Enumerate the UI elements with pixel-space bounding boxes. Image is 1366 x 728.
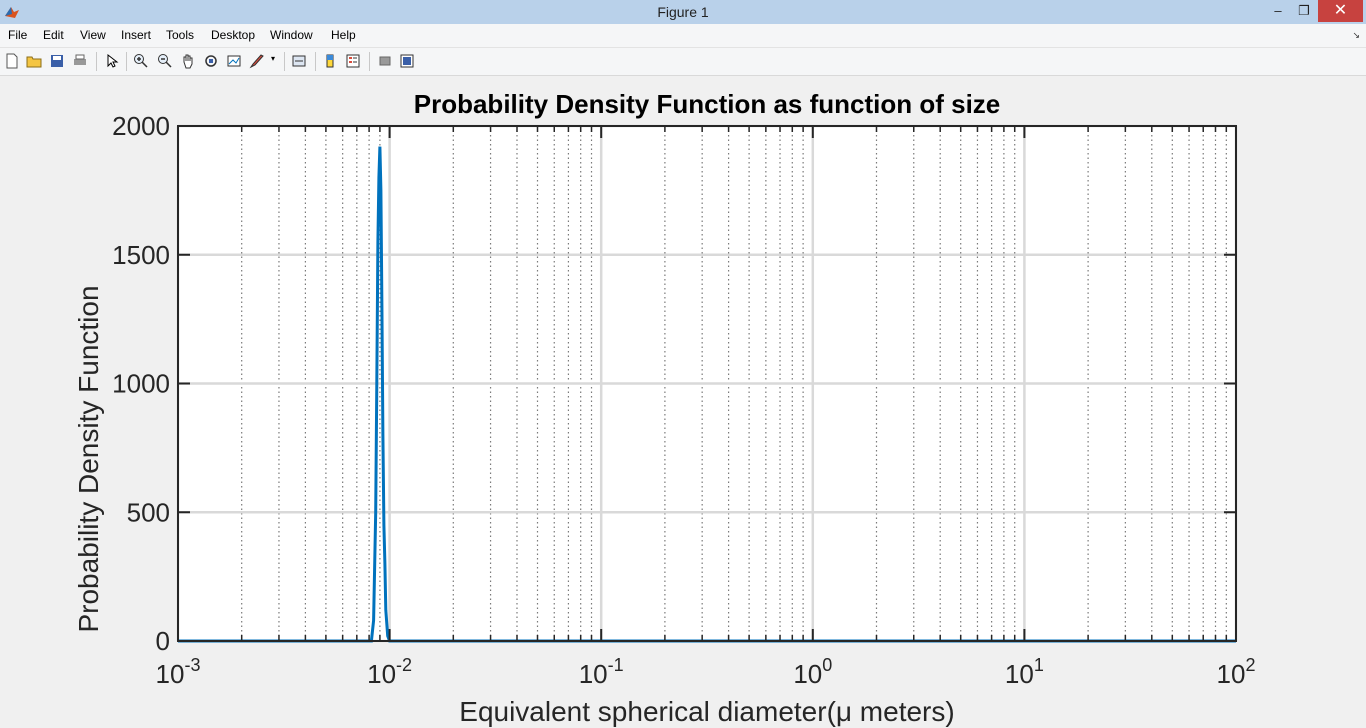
figure-canvas: Probability Density Function as function… — [73, 89, 1256, 727]
matlab-app-icon[interactable] — [4, 4, 20, 20]
menu-view[interactable]: View — [80, 28, 106, 42]
y-axis-label: Probability Density Function — [73, 285, 104, 632]
menu-file[interactable]: File — [8, 28, 28, 42]
menu-window[interactable]: Window — [270, 28, 313, 42]
menu-desktop[interactable]: Desktop — [211, 28, 256, 42]
close-button[interactable]: ✕ — [1318, 0, 1363, 22]
x-tick-label: 101 — [1005, 655, 1044, 689]
chart-title: Probability Density Function as function… — [414, 89, 1001, 119]
menu-edit[interactable]: Edit — [43, 28, 64, 42]
grid-lines — [176, 124, 1238, 643]
zoom-out-icon[interactable] — [157, 53, 173, 69]
brush-icon[interactable] — [249, 53, 265, 69]
x-tick-label: 10-1 — [579, 655, 624, 689]
x-tick-label: 102 — [1217, 655, 1256, 689]
colorbar-icon[interactable] — [322, 53, 338, 69]
menu-tools[interactable]: Tools — [166, 28, 195, 42]
window-title: Figure 1 — [657, 4, 709, 20]
restore-button[interactable]: ❐ — [1298, 3, 1310, 18]
save-icon[interactable] — [49, 53, 65, 69]
y-tick-label: 1500 — [112, 240, 170, 270]
show-plot-tools-icon[interactable] — [399, 53, 415, 69]
hide-plot-tools-icon[interactable] — [377, 53, 393, 69]
menu-dock-arrow-icon[interactable]: ↘ — [1352, 30, 1360, 40]
tick-marks — [177, 125, 1237, 642]
y-tick-label: 500 — [127, 497, 170, 527]
data-cursor-icon[interactable] — [226, 53, 242, 69]
new-figure-icon[interactable] — [4, 53, 20, 69]
print-icon[interactable] — [72, 53, 88, 69]
brush-dropdown-icon[interactable]: ▾ — [271, 54, 276, 63]
x-tick-label: 10-3 — [156, 655, 201, 689]
menu-bar: File Edit View Insert Tools Desktop Wind… — [0, 24, 1366, 48]
open-file-icon[interactable] — [26, 53, 42, 69]
x-tick-label: 100 — [793, 655, 832, 689]
x-axis-label: Equivalent spherical diameter(μ meters) — [459, 696, 954, 727]
pdf-series-line — [178, 146, 1236, 643]
window-titlebar: Figure 1 – ❐ ✕ — [0, 0, 1366, 24]
x-tick-label: 10-2 — [367, 655, 412, 689]
link-plot-icon[interactable] — [291, 53, 307, 69]
menu-insert[interactable]: Insert — [121, 28, 152, 42]
menu-help[interactable]: Help — [331, 28, 356, 42]
y-tick-label: 1000 — [112, 369, 170, 399]
pointer-icon[interactable] — [104, 53, 120, 69]
pan-icon[interactable] — [180, 53, 196, 69]
legend-icon[interactable] — [345, 53, 361, 69]
y-tick-label: 0 — [156, 626, 170, 656]
zoom-in-icon[interactable] — [133, 53, 149, 69]
y-tick-label: 2000 — [112, 111, 170, 141]
figure-toolbar: ▾ — [0, 48, 1366, 76]
minimize-button[interactable]: – — [1274, 3, 1282, 18]
rotate-3d-icon[interactable] — [203, 53, 219, 69]
